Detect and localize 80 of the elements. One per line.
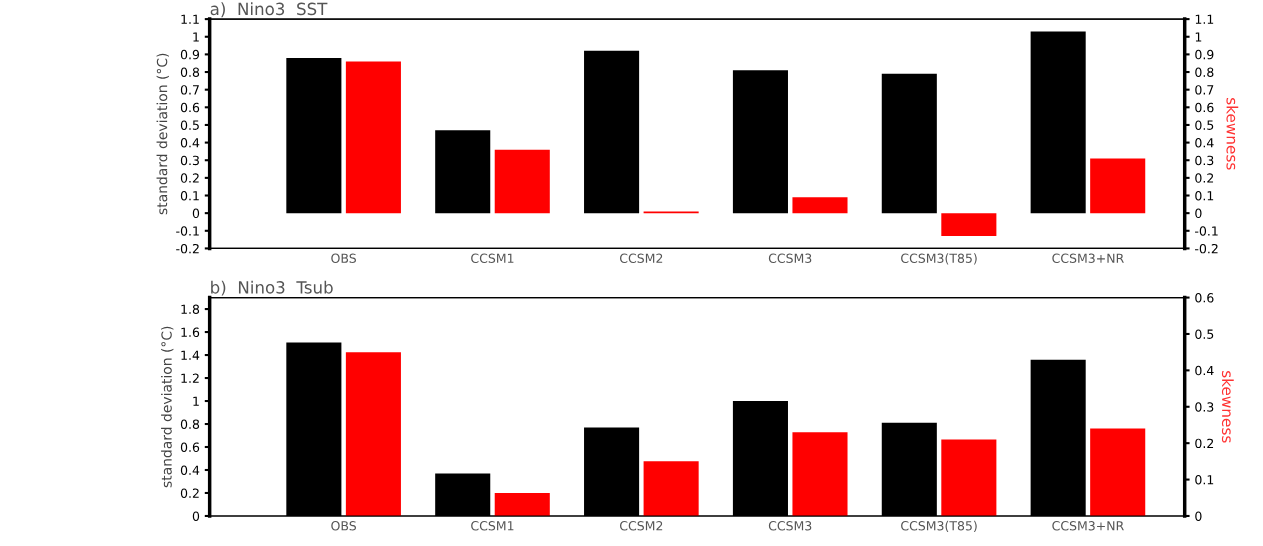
y2-tick-label: 0.5 [1195,329,1214,339]
x-tick-label: CCSM3 [768,521,812,531]
y2-tick-label: 0.3 [1195,402,1214,412]
y2-tick-label: 0.6 [1195,293,1214,303]
y2-axis-title: skewness [1221,371,1234,443]
y-tick-label: 1.1 [181,14,199,24]
y-tick-label: 0.8 [180,419,200,429]
bar [345,61,401,214]
y-tick-label: 1.4 [181,350,200,360]
bar [494,149,550,214]
y-tick-label: 0 [192,511,200,521]
y-tick-label: 0.7 [180,85,199,95]
bar [792,432,848,516]
y-tick-label: 0.6 [180,442,200,452]
y-tick-label: -0.2 [176,243,199,254]
y-tick-label: 1.2 [181,373,199,383]
y2-tick-label: 0.7 [1195,85,1214,95]
y2-tick-label: 0.1 [1195,190,1214,201]
y-tick-label: 1 [193,32,199,42]
y2-tick-label: 0.8 [1195,67,1214,77]
x-tick-label: CCSM3(T85) [901,520,977,532]
y2-tick-label: -0.2 [1195,243,1218,254]
y2-tick-label: 0.2 [1195,173,1214,183]
y-tick-label: 0.5 [180,120,199,130]
bar [941,213,997,237]
y2-tick-label: 0.6 [1195,102,1214,113]
y-axis-title: standard deviation (°C) [156,53,169,215]
bar [435,130,491,214]
y-tick-label: 0.4 [180,138,200,148]
bar [1090,428,1146,516]
x-tick-label: CCSM2 [619,253,663,263]
y2-tick-label: 0.4 [1195,365,1214,376]
x-tick-label: CCSM3+NR [1052,253,1124,263]
y-tick-label: -0.1 [176,226,199,236]
y-tick-label: 0.2 [180,488,199,498]
y2-tick-label: -0.1 [1195,226,1218,236]
x-tick-label: OBS [331,253,356,263]
bar [1030,31,1086,214]
bar [881,73,937,214]
y2-tick-label: 0 [1195,511,1202,521]
bar [643,461,699,516]
y2-tick-label: 0.9 [1195,49,1214,60]
x-tick-label: CCSM1 [471,253,514,263]
y-tick-label: 1.8 [181,304,200,314]
bar [584,50,640,214]
x-tick-label: CCSM3(T85) [901,253,977,265]
bar [494,493,550,516]
x-tick-label: CCSM2 [619,521,663,531]
y-tick-label: 0 [192,208,200,219]
bar [345,352,401,516]
y2-tick-label: 0 [1195,208,1202,219]
y2-tick-label: 0.2 [1195,438,1214,449]
y-tick-label: 0.4 [180,465,200,475]
x-tick-label: CCSM1 [471,521,514,531]
bar [792,197,848,214]
y2-tick-label: 1.1 [1195,14,1214,24]
y-tick-label: 0.6 [180,102,200,113]
y-tick-label: 1 [193,396,199,406]
y2-tick-label: 0.5 [1195,120,1214,130]
x-tick-label: OBS [331,521,356,531]
bar [732,70,788,214]
y-axis-title: standard deviation (°C) [161,326,174,488]
y2-tick-label: 0.3 [1195,155,1214,166]
y-tick-label: 0.3 [180,155,199,166]
y2-tick-label: 0.1 [1195,475,1214,485]
bar [941,439,997,516]
y-tick-label: 0.9 [180,49,200,60]
y2-tick-label: 0.4 [1195,138,1214,148]
x-tick-label: CCSM3+NR [1052,521,1124,531]
y2-axis-title: skewness [1226,98,1239,170]
y-tick-label: 1.6 [181,327,200,337]
bar [1090,158,1146,214]
y-tick-label: 0.2 [180,173,199,183]
bar [286,57,342,214]
y2-tick-label: 1 [1195,32,1202,42]
chart-title: a) Nino3 SST [210,2,328,18]
y-tick-label: 0.1 [180,190,199,201]
chart-title: b) Nino3 Tsub [211,280,333,296]
y-tick-label: 0.8 [180,67,200,77]
x-tick-label: CCSM3 [768,253,812,263]
